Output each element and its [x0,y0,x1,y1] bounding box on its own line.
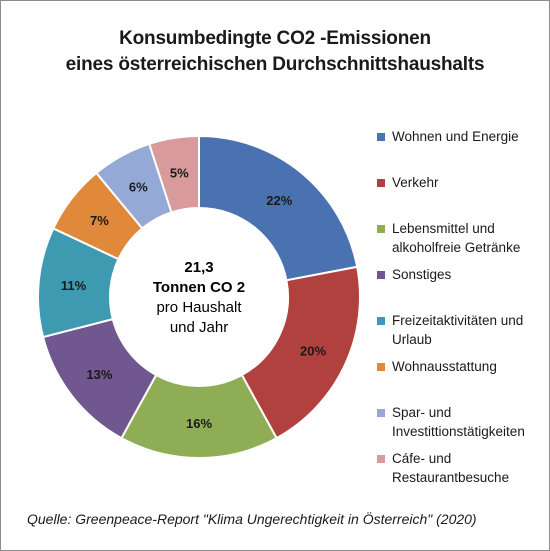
legend-label-1-line-0: Verkehr [392,175,439,190]
slice-label-6: 6% [129,180,148,195]
legend-label-6-line-1: Investittionstätigkeiten [392,424,525,439]
slice-label-7: 5% [170,166,189,181]
legend-swatch-2 [377,225,385,233]
slice-label-0: 22% [266,193,292,208]
legend-label-7: Cáfe- und Restaurantbesuche [392,449,542,487]
slice-label-3: 13% [86,367,112,382]
legend-label-7-line-0: Cáfe- und [392,451,452,466]
legend-label-5-line-0: Wohnausstattung [392,359,497,374]
legend-item-1: Verkehr [377,173,542,192]
slice-1 [240,265,361,440]
slice-0 [198,134,359,282]
legend-item-2: Lebensmittel und alkoholfreie Getränke [377,219,542,257]
legend-label-3-line-0: Sonstiges [392,267,452,282]
legend-label-7-line-1: Restaurantbesuche [392,470,510,485]
slice-label-4: 11% [61,278,87,293]
center-value: 21,3 [184,259,213,276]
chart-title-line1: Konsumbedingte CO2 -Emissionen [119,28,431,49]
legend-item-7: Cáfe- und Restaurantbesuche [377,449,542,487]
legend-item-4: Freizeitaktivitäten und Urlaub [377,311,542,349]
legend-item-5: Wohnausstattung [377,357,542,376]
legend-label-0: Wohnen und Energie [392,127,542,146]
legend-label-6: Spar- und Investittionstätigkeiten [392,403,542,441]
legend-item-6: Spar- und Investittionstätigkeiten [377,403,542,441]
legend-label-6-line-0: Spar- und [392,405,452,420]
legend-label-4: Freizeitaktivitäten und Urlaub [392,311,542,349]
legend-swatch-3 [377,271,385,279]
center-text-line3: pro Haushalt [156,299,242,316]
legend-label-5: Wohnausstattung [392,357,542,376]
legend-item-0: Wohnen und Energie [377,127,542,146]
legend-label-3: Sonstiges [392,265,542,284]
legend-swatch-0 [377,133,385,141]
legend-swatch-5 [377,363,385,371]
slice-label-2: 16% [186,416,212,431]
legend-label-4-line-1: Urlaub [392,332,432,347]
center-label: 21,3 Tonnen CO 2 pro Haushalt und Jahr [153,259,245,336]
center-unit: Tonnen CO 2 [153,279,245,296]
legend-label-2-line-0: Lebensmittel und [392,221,495,236]
legend-swatch-6 [377,409,385,417]
legend-swatch-4 [377,317,385,325]
slice-7 [147,134,200,214]
source-note: Quelle: Greenpeace-Report "Klima Ungerec… [27,511,477,527]
legend-label-0-line-0: Wohnen und Energie [392,129,519,144]
legend-swatch-7 [377,455,385,463]
legend-label-4-line-0: Freizeitaktivitäten und [392,313,524,328]
legend-item-3: Sonstiges [377,265,542,284]
legend-label-1: Verkehr [392,173,542,192]
legend-swatch-1 [377,179,385,187]
chart-title-line2: eines österreichischen Durchschnittshaus… [65,54,485,75]
slice-label-1: 20% [300,344,326,359]
center-text-line4: und Jahr [170,319,228,336]
legend-label-2-line-1: alkoholfreie Getränke [392,240,521,255]
slice-label-5: 7% [90,213,109,228]
legend-label-2: Lebensmittel und alkoholfreie Getränke [392,219,542,257]
